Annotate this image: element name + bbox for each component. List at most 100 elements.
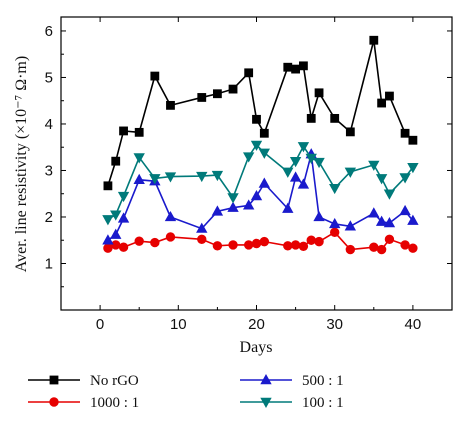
data-point-1000-1 (283, 241, 293, 251)
legend-item-100-1: 100 : 1 (240, 395, 344, 411)
data-point-no-rgo (228, 84, 238, 94)
data-point-500-1 (383, 217, 396, 228)
data-point-100-1 (227, 193, 239, 204)
legend-label: 100 : 1 (302, 395, 344, 411)
data-point-500-1 (329, 217, 341, 229)
data-point-100-1 (344, 167, 357, 178)
data-point-no-rgo (345, 127, 355, 137)
data-point-1000-1 (330, 227, 340, 238)
data-point-no-rgo (252, 114, 261, 124)
axis-ticks (61, 17, 452, 310)
series-line-no-rgo (107, 40, 414, 187)
data-point-1000-1 (228, 240, 238, 250)
data-point-100-1 (258, 148, 270, 159)
data-point-100-1 (211, 170, 224, 182)
data-point-500-1 (243, 199, 255, 210)
data-point-no-rgo (369, 35, 379, 45)
data-point-500-1 (282, 202, 294, 213)
data-point-no-rgo (283, 62, 293, 72)
y-tick-label: 3 (45, 162, 53, 179)
data-point-500-1 (297, 178, 310, 189)
data-point-500-1 (196, 222, 208, 233)
data-point-no-rgo (166, 100, 175, 110)
data-point-100-1 (407, 163, 419, 174)
x-axis-title: Days (240, 339, 273, 356)
data-point-100-1 (368, 160, 380, 171)
legend-label: 500 : 1 (302, 373, 344, 389)
legend-marker (49, 397, 59, 407)
legend-label: No rGO (90, 373, 139, 389)
data-point-1000-1 (134, 236, 144, 246)
series-no-rgo (103, 35, 418, 191)
data-point-100-1 (399, 173, 411, 184)
data-point-500-1 (110, 228, 122, 239)
data-point-1000-1 (150, 237, 160, 248)
legend: No rGO 500 : 1 1000 : 1 100 : 1 (28, 373, 344, 411)
series-500-1 (102, 148, 419, 245)
data-point-1000-1 (400, 240, 410, 250)
series-100-1 (102, 140, 419, 226)
data-point-no-rgo (385, 91, 394, 101)
data-point-no-rgo (259, 128, 269, 138)
data-point-no-rgo (314, 88, 324, 98)
x-tick-label: 20 (248, 316, 265, 333)
data-point-100-1 (297, 142, 310, 153)
data-point-100-1 (250, 140, 263, 151)
data-point-1000-1 (251, 238, 262, 249)
data-point-no-rgo (377, 98, 387, 108)
y-axis-title: Aver. line resistivity (×10⁻⁷ Ω·m) (13, 56, 30, 272)
y-tick-label: 5 (45, 69, 53, 86)
tick-labels: 0 10 20 30 40 1 2 3 4 5 6 (45, 23, 422, 333)
data-point-500-1 (399, 204, 411, 216)
data-point-1000-1 (345, 244, 356, 255)
data-point-1000-1 (384, 234, 395, 245)
x-tick-label: 10 (170, 316, 187, 333)
data-point-500-1 (344, 220, 357, 231)
data-point-no-rgo (299, 61, 308, 71)
data-point-1000-1 (408, 243, 418, 253)
data-point-500-1 (117, 212, 130, 223)
legend-marker (49, 375, 59, 385)
data-point-100-1 (375, 174, 388, 185)
data-point-no-rgo (119, 126, 128, 136)
y-tick-label: 1 (45, 255, 53, 272)
data-point-500-1 (313, 210, 325, 222)
data-point-100-1 (133, 153, 145, 164)
legend-item-no-rgo: No rGO (28, 373, 139, 389)
data-point-1000-1 (111, 240, 121, 250)
data-point-100-1 (289, 156, 302, 168)
data-point-100-1 (102, 215, 114, 226)
data-point-1000-1 (306, 235, 316, 245)
data-point-1000-1 (290, 240, 301, 250)
legend-item-500-1: 500 : 1 (240, 373, 344, 389)
x-tick-label: 40 (405, 316, 422, 333)
data-point-500-1 (102, 234, 114, 245)
series-layer (102, 35, 419, 255)
data-point-500-1 (164, 210, 177, 222)
x-tick-label: 30 (326, 316, 343, 333)
data-point-100-1 (383, 189, 396, 200)
data-point-1000-1 (376, 244, 387, 255)
data-point-500-1 (258, 177, 270, 188)
y-tick-label: 2 (45, 209, 53, 226)
legend-marker (260, 373, 272, 385)
data-point-1000-1 (103, 243, 113, 253)
data-point-100-1 (305, 153, 317, 164)
data-point-no-rgo (197, 93, 207, 102)
data-point-no-rgo (306, 113, 316, 123)
data-point-no-rgo (150, 71, 160, 81)
data-point-1000-1 (212, 241, 223, 251)
data-point-1000-1 (298, 241, 309, 251)
data-point-500-1 (227, 201, 239, 212)
data-point-1000-1 (259, 236, 270, 247)
y-tick-label: 6 (45, 23, 53, 40)
data-point-no-rgo (212, 89, 222, 99)
data-point-1000-1 (118, 242, 129, 252)
data-point-1000-1 (197, 234, 207, 245)
data-point-100-1 (164, 172, 177, 183)
data-point-500-1 (250, 190, 263, 201)
data-point-1000-1 (165, 232, 176, 242)
data-point-500-1 (289, 171, 302, 182)
data-point-100-1 (243, 152, 255, 163)
